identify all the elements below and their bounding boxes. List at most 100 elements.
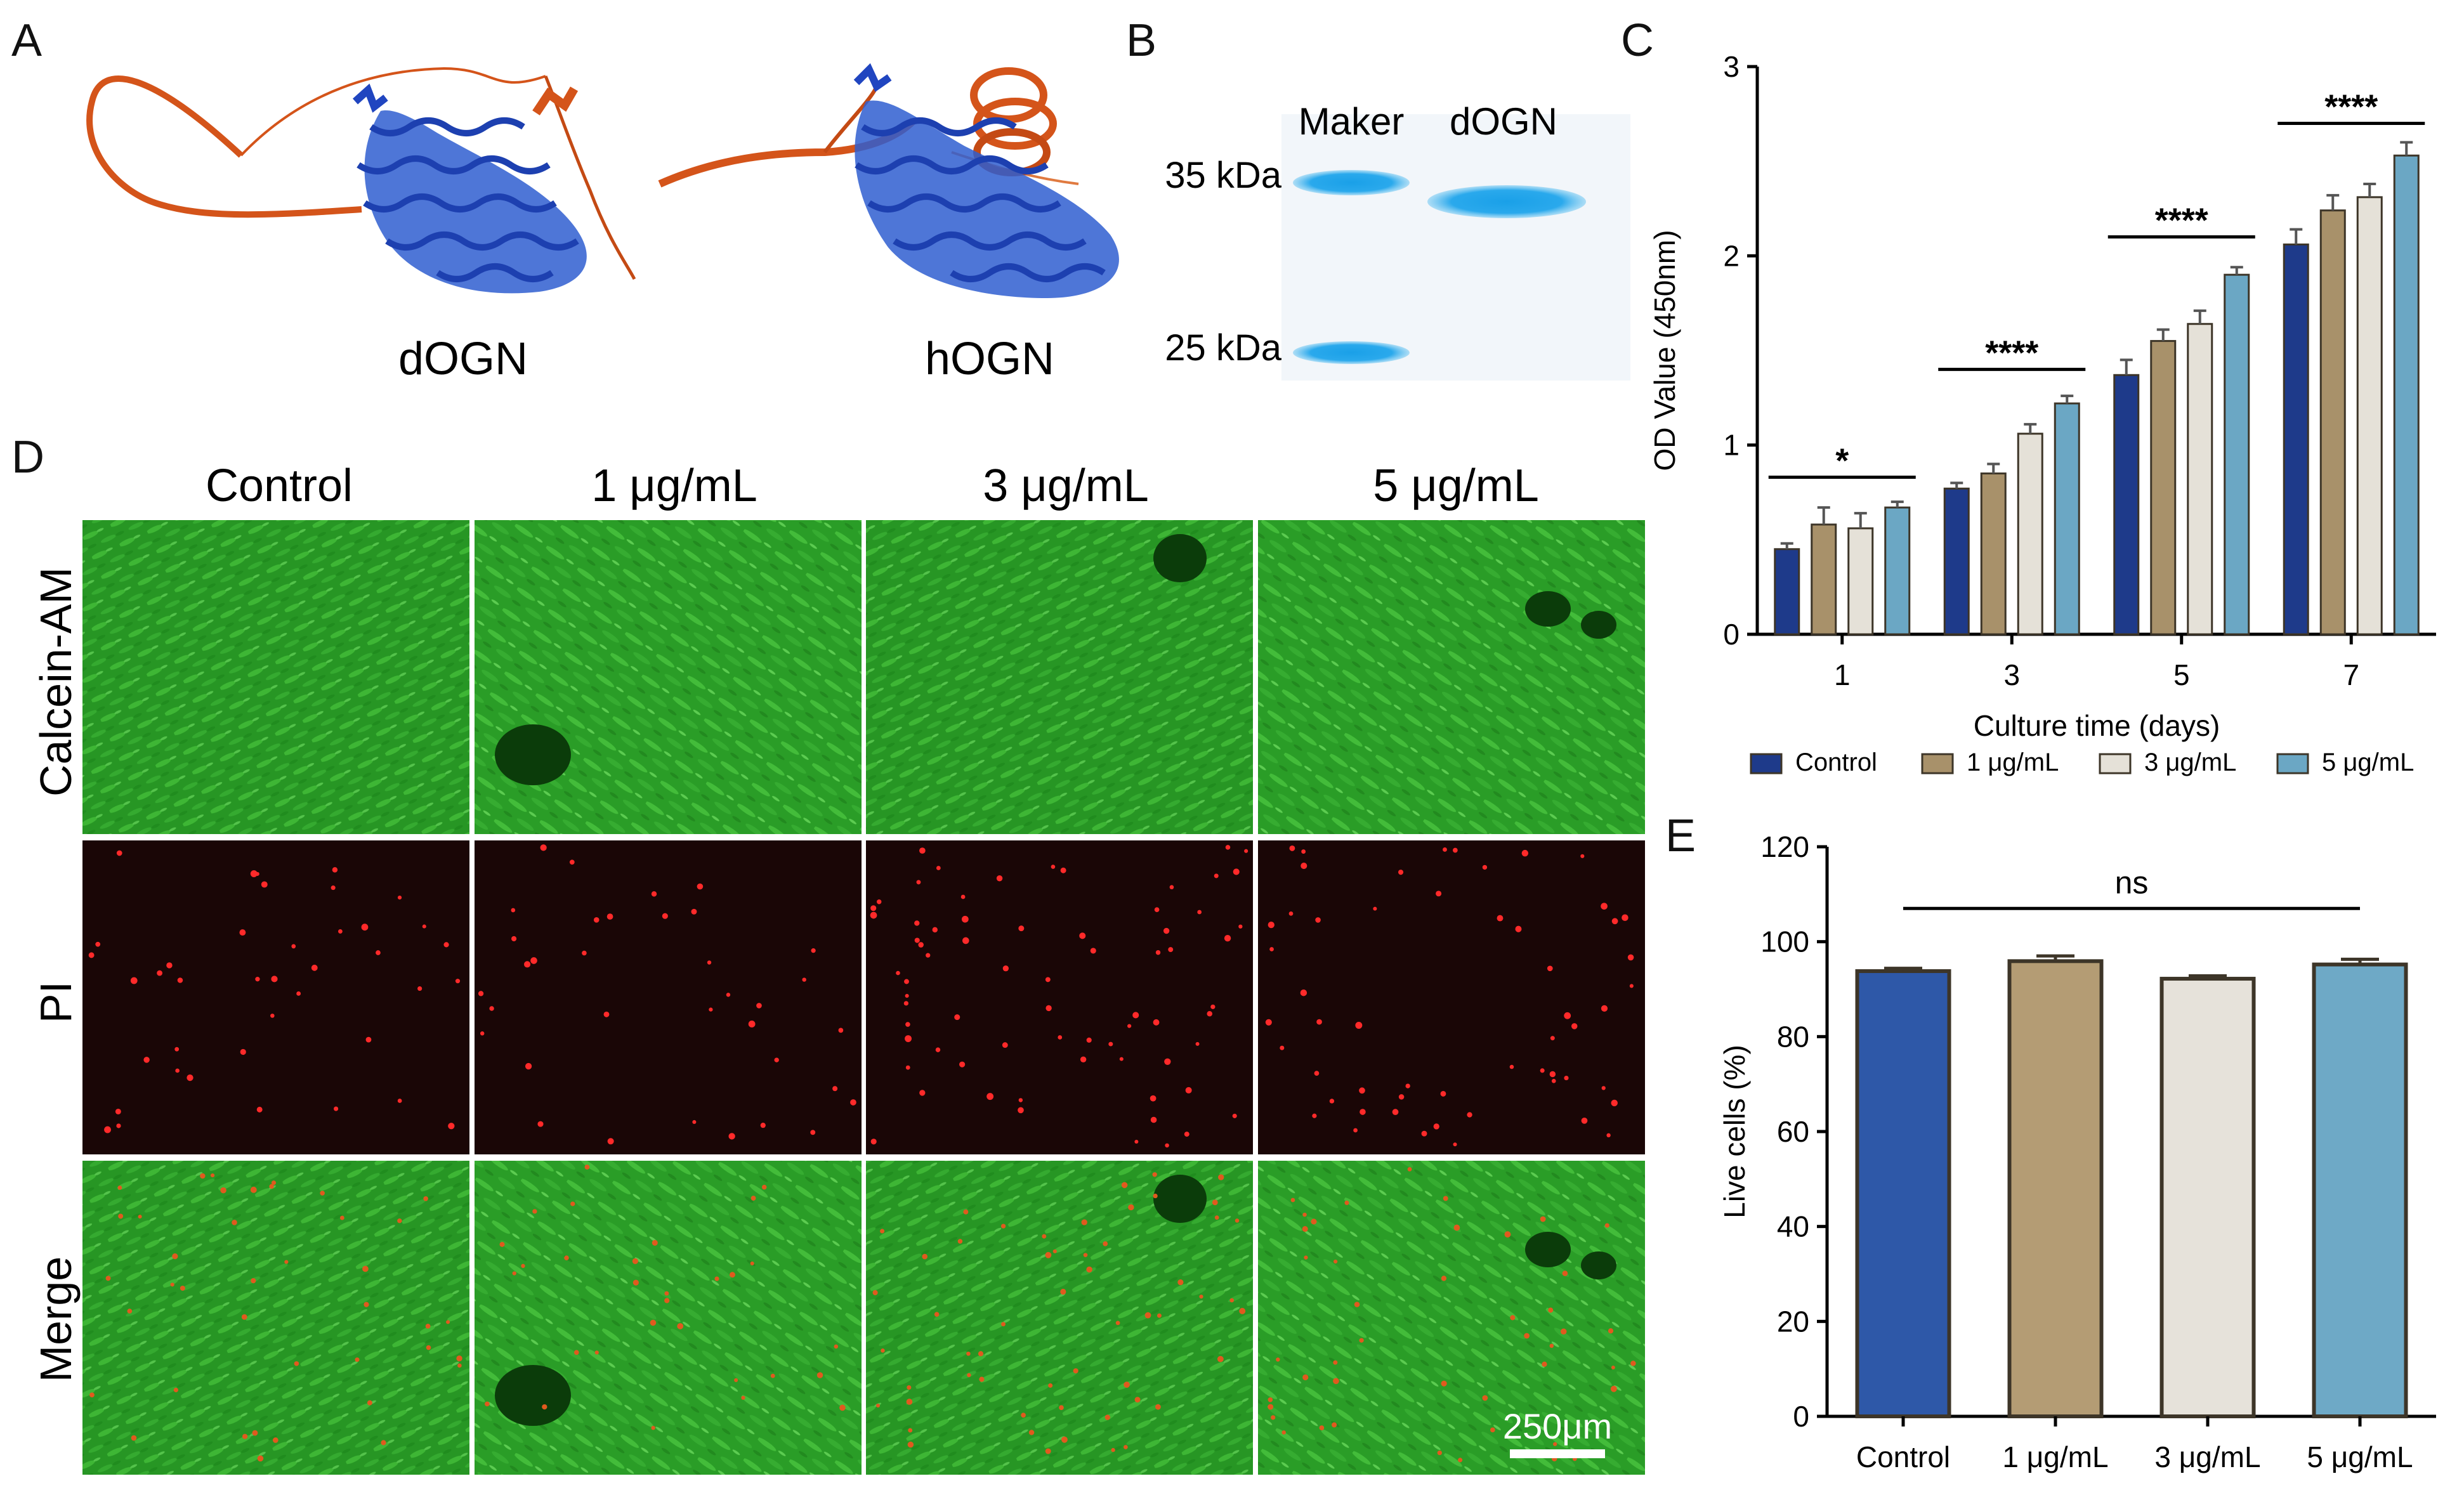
pi-dot [1515, 925, 1522, 932]
pi-dot [870, 905, 877, 911]
pi-dot [1232, 1113, 1237, 1118]
pi-dot [756, 1003, 762, 1009]
bar [1811, 523, 1837, 636]
pi-dot [607, 1138, 614, 1145]
chart-e-y-axis-title: Live cells (%) [1718, 1045, 1751, 1218]
merge-dot [1239, 1308, 1246, 1314]
pi-dot [1197, 910, 1202, 915]
merge-dot [173, 1387, 178, 1393]
dogn-structure-image [86, 67, 636, 294]
pi-dot [1244, 849, 1248, 853]
merge-dot [1302, 1374, 1309, 1381]
merge-dot [1115, 1321, 1120, 1326]
pi-dot [1392, 1109, 1399, 1116]
pi-dot [692, 1120, 697, 1125]
pi-dot [569, 859, 575, 865]
pi-dot [935, 1047, 941, 1052]
merge-dot [1199, 1295, 1203, 1299]
merge-dot [1060, 1288, 1066, 1295]
merge-dot [1354, 1302, 1360, 1307]
pi-dot [961, 915, 969, 923]
tile-shade [82, 520, 469, 834]
legend-swatch [2276, 753, 2309, 774]
merge-dot [632, 1279, 639, 1286]
bar [1847, 527, 1874, 636]
y-tick-label: 80 [1777, 1020, 1809, 1053]
pi-dot [455, 979, 461, 984]
pi-dot [1398, 870, 1404, 875]
merge-dot [978, 1351, 984, 1357]
micro-tile-5ug-calcein [1258, 520, 1645, 834]
tile-shade [475, 1161, 862, 1475]
bar [2224, 273, 2250, 636]
panel-label-e: E [1665, 811, 1696, 861]
pi-dot [1150, 1095, 1157, 1102]
merge-dot [1548, 1307, 1554, 1313]
micro-tile-control-pi [82, 840, 469, 1154]
merge-dot [761, 1184, 767, 1190]
pi-dot [1497, 915, 1504, 922]
pi-dot [904, 979, 909, 984]
chart-c-x-axis-title: Culture time (days) [1974, 709, 2220, 742]
merge-dot [220, 1187, 226, 1194]
merge-dot [652, 1239, 658, 1246]
merge-dot [1214, 1215, 1219, 1220]
merge-dot [339, 1215, 344, 1220]
merge-dot [1437, 1450, 1442, 1456]
merge-dot [1045, 1251, 1052, 1258]
micro-tile-5ug-merge [1258, 1161, 1645, 1475]
pi-dot [1154, 907, 1160, 913]
legend-swatch [1750, 753, 1783, 774]
bar [1855, 969, 1951, 1418]
bar [1774, 548, 1800, 636]
merge-dot [1458, 1458, 1463, 1463]
y-tick-label: 40 [1777, 1210, 1809, 1243]
merge-dot [907, 1441, 914, 1448]
merge-dot [1212, 1199, 1218, 1206]
pi-dot [1210, 1004, 1216, 1009]
micro-tile-3ug-pi [866, 840, 1253, 1154]
marker-band-35kda [1293, 170, 1410, 195]
bar [2150, 340, 2177, 636]
marker-band-25kda [1293, 341, 1410, 364]
pi-dot [115, 1108, 121, 1114]
pi-dot [1051, 865, 1056, 869]
pi-dot [240, 1048, 246, 1055]
row-label-calcein: Calcein-AM [31, 567, 81, 797]
sds-page-gel: Maker dOGN 35 kDa 25 kDa [1165, 100, 1630, 381]
merge-dot [397, 1218, 402, 1224]
pi-dot [1373, 906, 1377, 911]
panel-label-a: A [11, 15, 42, 66]
merge-dot [355, 1357, 360, 1362]
micro-tile-5ug-pi [1258, 840, 1645, 1154]
pi-dot [726, 993, 731, 997]
pi-dot [166, 962, 173, 969]
pi-dot [1453, 1142, 1457, 1147]
merge-dot [367, 1400, 372, 1406]
pi-dot [1509, 1064, 1514, 1069]
chart-c-y-axis-title: OD Value (450nm) [1648, 230, 1681, 471]
pi-dot [1564, 1012, 1571, 1019]
merge-dot [362, 1265, 369, 1272]
pi-dot [1090, 948, 1096, 954]
pi-dot [1521, 849, 1529, 857]
x-tick-label: 3 μg/mL [2154, 1440, 2260, 1473]
pi-dot [448, 1123, 455, 1130]
pi-dot [177, 977, 183, 983]
merge-dot [210, 1173, 215, 1178]
merge-dot [677, 1322, 684, 1329]
bar [2054, 402, 2080, 636]
merge-dot [200, 1173, 206, 1179]
microscopy-grid: Control 1 μg/mL 3 μg/mL 5 μg/mL Calcein-… [31, 460, 1645, 1475]
merge-dot [1540, 1216, 1546, 1222]
pi-dot [1163, 927, 1170, 934]
pi-dot [1086, 1037, 1092, 1043]
merge-dot [1344, 1200, 1349, 1205]
pi-dot [530, 957, 537, 964]
merge-dot [1333, 1259, 1338, 1264]
merge-dot [456, 1355, 462, 1362]
pi-dot [1207, 1010, 1213, 1017]
merge-dot [1443, 1196, 1448, 1201]
pi-dot [255, 977, 260, 982]
pi-dot [1045, 977, 1051, 983]
